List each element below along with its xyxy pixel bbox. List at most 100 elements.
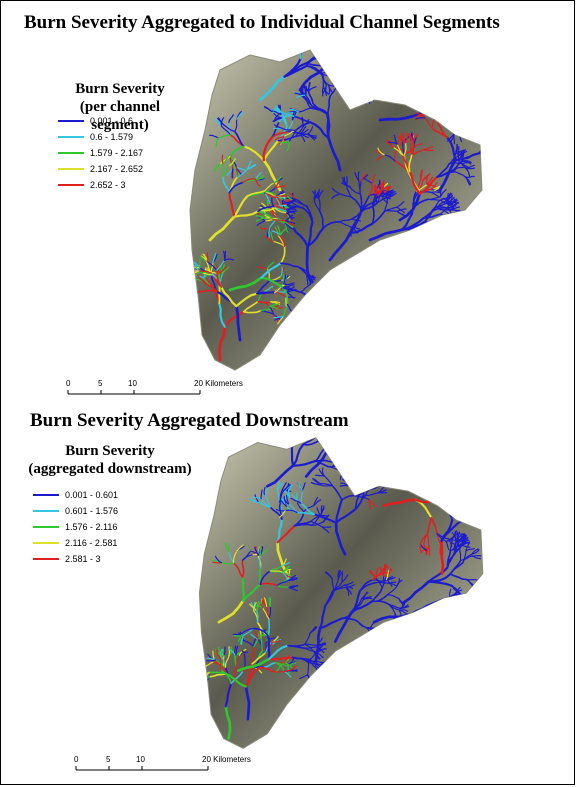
stream-segment [445,608,459,614]
stream-segment [455,149,465,155]
stream-segment [224,655,230,668]
stream-segment [365,64,380,69]
stream-segment [405,133,408,144]
stream-segment [340,617,359,623]
stream-segment [341,428,355,432]
stream-segment [274,226,279,237]
stream-segment [313,496,319,507]
stream-segment [376,79,387,82]
stream-segment [267,644,290,661]
stream-segment [244,685,251,721]
stream-segment [475,599,483,608]
stream-segment [280,562,291,567]
stream-segment [218,302,226,328]
stream-segment [448,155,459,165]
stream-segment [194,274,205,279]
stream-segment [402,141,405,156]
stream-segment [329,428,332,435]
stream-segment [242,583,262,602]
stream-segment [434,106,438,117]
stream-segment [275,195,282,205]
stream-segment [313,499,322,507]
stream-segment [444,464,449,474]
stream-segment [273,176,282,184]
stream-segment [340,428,353,431]
stream-segment [219,648,223,659]
stream-segment [386,581,397,584]
stream-segment [235,292,259,308]
top-legend-item: 2.652 - 3 [58,177,143,193]
stream-segment [299,129,309,135]
stream-segment [463,596,477,601]
bottom-legend-label: 1.576 - 2.116 [65,522,118,532]
stream-segment [254,546,259,557]
stream-segment [221,163,224,178]
stream-segment [342,471,353,475]
stream-segment [441,492,448,505]
stream-segment [444,70,449,81]
stream-segment [354,598,363,610]
stream-segment [464,493,474,500]
stream-segment [259,549,268,556]
stream-segment [469,607,475,617]
stream-segment [452,596,461,604]
stream-segment [257,207,277,213]
stream-segment [224,704,232,740]
stream-segment [463,596,476,605]
stream-segment [385,141,394,148]
stream-segment [231,168,234,179]
stream-segment [385,570,390,580]
stream-segment [395,579,403,588]
stream-segment [263,486,266,497]
stream-segment [291,437,296,443]
stream-segment [463,482,474,486]
stream-segment [440,483,443,494]
stream-segment [466,110,478,113]
stream-segment [331,577,335,592]
stream-segment [378,60,388,66]
stream-segment [363,77,378,81]
stream-segment [320,50,323,57]
stream-segment [384,206,398,212]
stream-segment [455,81,466,85]
stream-segment [333,586,347,592]
stream-segment [381,195,389,204]
stream-segment [294,200,308,207]
stream-segment [260,262,282,279]
stream-segment [290,40,299,41]
stream-segment [454,102,466,111]
stream-segment [443,473,450,487]
stream-segment [359,180,362,195]
stream-segment [291,443,305,467]
stream-segment [291,656,310,664]
stream-segment [441,492,451,504]
top-legend-item: 1.579 - 2.167 [58,145,143,161]
stream-segment [316,637,323,646]
stream-segment [446,202,456,209]
stream-segment [273,291,287,298]
stream-segment [317,428,327,435]
stream-segment [451,484,465,489]
stream-segment [457,470,465,478]
stream-segment [286,662,297,667]
bottom-legend-item: 1.576 - 2.116 [33,519,118,535]
stream-segment [332,431,339,437]
stream-segment [280,233,286,247]
stream-segment [320,50,329,57]
stream-segment [365,67,379,74]
stream-segment [336,84,347,87]
stream-segment [454,530,457,541]
stream-segment [398,597,404,607]
stream-segment [453,539,457,553]
stream-segment [451,111,465,115]
stream-segment [436,170,455,178]
stream-segment [377,147,385,156]
stream-segment [268,605,272,620]
top-legend-label: 2.167 - 2.652 [90,164,144,174]
stream-segment [373,82,376,93]
stream-segment [358,428,370,431]
stream-segment [258,75,286,102]
stream-segment [365,65,370,80]
stream-segment [318,210,325,229]
stream-segment [408,170,421,195]
